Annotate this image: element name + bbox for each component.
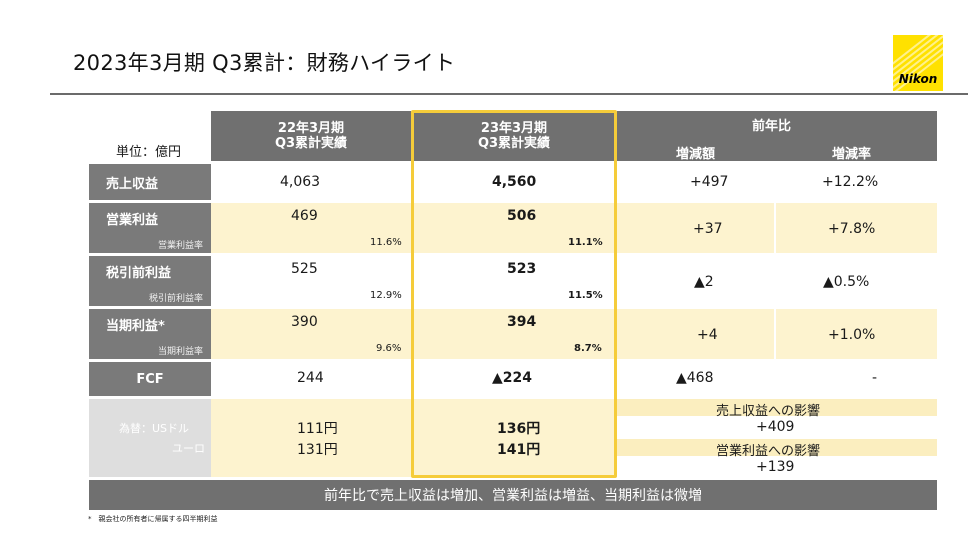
summary-banner: 前年比で売上収益は増加、営業利益は増益、当期利益は微増 [89,480,937,510]
header-curr-line1: 23年3月期 [480,121,548,136]
row-label-net: 当期利益* 当期利益率 [89,309,211,359]
nikon-logo: Nikon [893,35,943,91]
header-prev-year: 22年3月期 Q3累計実績 [211,111,411,161]
footnote: * 親会社の所有者に帰属する四半期利益 [88,515,218,523]
fx-impact-op-band [617,439,937,456]
header-curr-line2: Q3累計実績 [477,136,551,151]
row-bg-fx [211,399,617,477]
net-prev: 390 [291,314,318,330]
header-prev-line2: Q3累計実績 [274,136,348,151]
fcf-curr: ▲224 [492,370,532,386]
net-curr-ratio: 8.7% [574,343,602,354]
pretax-rate: ▲0.5% [823,274,870,290]
revenue-prev: 4,063 [280,174,321,190]
fx-curr-usd: 136円 [497,421,541,437]
fcf-diff: ▲468 [676,370,714,386]
unit-label: 単位：億円 [116,145,182,160]
header-curr-year: 23年3月期 Q3累計実績 [414,111,614,161]
pretax-prev-ratio: 12.9% [370,290,402,301]
fx-impact-op-value: +139 [756,459,795,475]
op-prev: 469 [291,208,318,224]
fx-usd-label: 為替：USドル [119,422,190,435]
title-divider [50,93,968,95]
pretax-curr-ratio: 11.5% [568,290,603,301]
fcf-rate: - [872,370,878,386]
net-diff: +4 [697,327,718,343]
header-prev-line1: 22年3月期 [277,121,345,136]
op-prev-ratio: 11.6% [370,237,402,248]
op-diff: +37 [693,221,723,237]
row-label-pretax: 税引前利益 税引前利益率 [89,256,211,306]
header-yoy-diff: 増減額 [676,147,716,162]
row-label-fx [89,399,211,477]
row-label-revenue: 売上収益 [89,164,211,200]
row-bg-op [211,203,937,253]
header-yoy [617,111,937,161]
net-prev-ratio: 9.6% [376,343,402,354]
net-curr: 394 [507,314,537,330]
net-rate: +1.0% [828,327,876,343]
op-rate: +7.8% [828,221,876,237]
logo-square-icon [893,35,943,91]
fcf-prev: 244 [297,370,324,386]
row-label-op: 営業利益 営業利益率 [89,203,211,253]
pretax-curr: 523 [507,261,537,277]
row-label-fcf: FCF [89,362,211,396]
pretax-prev: 525 [291,261,318,277]
fx-impact-rev-label: 売上収益への影響 [716,404,821,419]
fx-impact-rev-band [617,399,937,416]
pretax-diff: ▲2 [694,274,714,290]
logo-wordmark: Nikon [898,72,938,86]
fx-impact-op-label: 営業利益への影響 [716,444,821,459]
header-yoy-rate: 増減率 [832,147,872,162]
op-curr-ratio: 11.1% [568,237,603,248]
fx-prev-usd: 111円 [297,421,338,437]
revenue-curr: 4,560 [492,174,537,190]
fx-impact-rev-value: +409 [756,419,795,435]
fx-curr-eur: 141円 [497,442,541,458]
revenue-diff: +497 [690,174,729,190]
op-curr: 506 [507,208,537,224]
header-yoy-label: 前年比 [752,119,792,134]
fx-eur-label: ユーロ [172,442,205,455]
fx-prev-eur: 131円 [297,442,338,458]
revenue-rate: +12.2% [822,174,879,190]
row-bg-net [211,309,937,359]
page-title: 2023年3月期 Q3累計：財務ハイライト [73,51,456,75]
